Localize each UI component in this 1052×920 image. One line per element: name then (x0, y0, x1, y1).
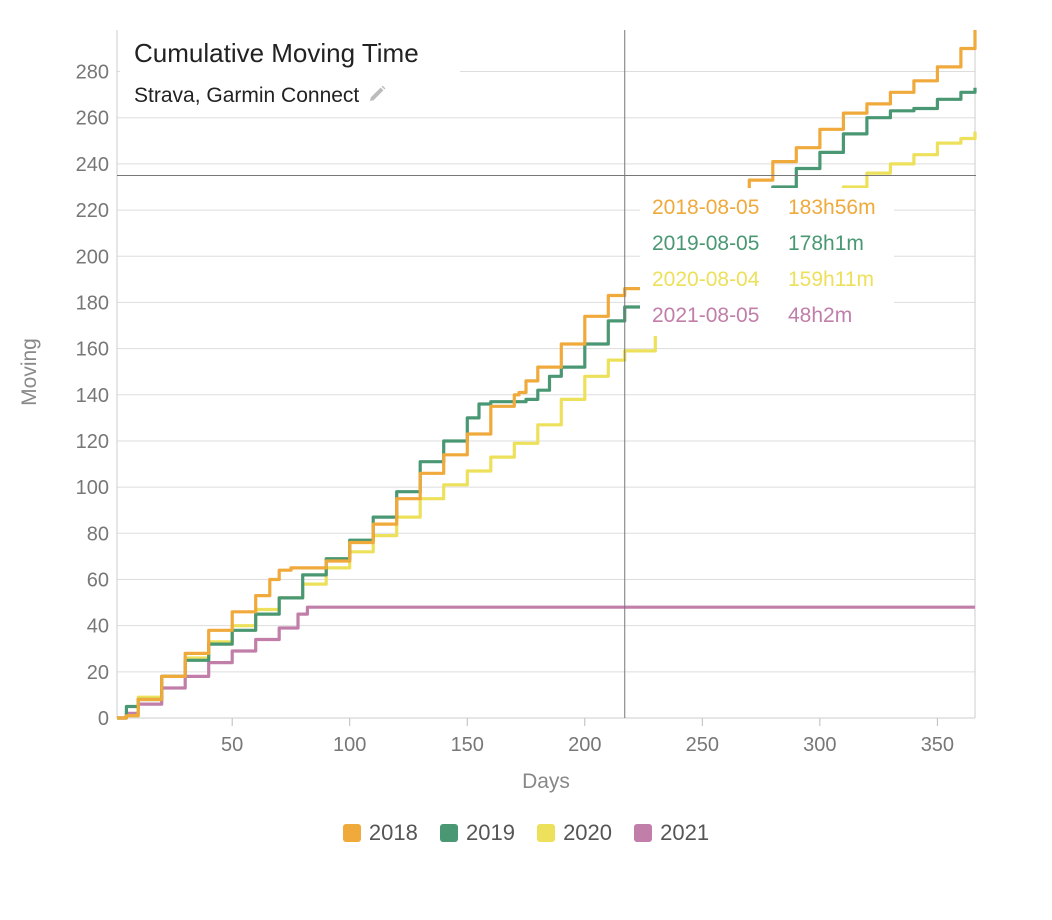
chart-subtitle: Strava, Garmin Connect (134, 84, 387, 110)
x-tick-label: 300 (803, 734, 836, 756)
legend-swatch (439, 824, 458, 842)
tooltip-row-2019: 2019-08-05 178h1m (652, 232, 864, 256)
legend-item-2020[interactable]: 2020 (537, 820, 612, 846)
tooltip-value: 183h56m (788, 196, 876, 219)
y-tick-label: 40 (87, 616, 109, 638)
y-axis-title: Moving (18, 338, 41, 406)
tooltip-row-2021: 2021-08-05 48h2m (652, 304, 852, 328)
legend-item-2019[interactable]: 2019 (439, 820, 515, 846)
y-tick-labels: 0 20 40 60 80 100 120 140 160 180 200 220 240 260 280 (76, 62, 109, 730)
x-tick-label: 150 (451, 734, 484, 756)
tooltip-date: 2021-08-05 (652, 304, 760, 327)
y-tick-label: 260 (76, 108, 109, 130)
y-tick-label: 200 (76, 246, 109, 268)
legend-label: 2021 (660, 820, 710, 845)
series-line-2021 (117, 605, 975, 720)
legend-item-2021[interactable]: 2021 (634, 820, 709, 846)
legend-swatch (342, 824, 361, 842)
tooltip-row-2020: 2020-08-04 159h11m (652, 268, 874, 292)
crosshair (117, 30, 976, 718)
y-tick-label: 240 (76, 154, 109, 176)
tooltip-value: 48h2m (788, 304, 853, 327)
tooltip-value: 178h1m (788, 232, 864, 255)
y-tick-label: 220 (76, 200, 109, 222)
legend-label: 2020 (563, 820, 613, 845)
chart-title: Cumulative Moving Time (134, 38, 419, 68)
legend: 2018 2019 2020 2021 (0, 820, 1052, 850)
x-tick-label: 200 (568, 734, 601, 756)
grid-lines (117, 71, 975, 726)
y-tick-label: 160 (76, 339, 109, 361)
series-line-2018 (117, 30, 977, 720)
y-tick-label: 60 (87, 569, 109, 591)
x-tick-label: 100 (333, 734, 366, 756)
x-tick-label: 50 (221, 734, 243, 756)
plot-border (116, 30, 976, 719)
series-lines (117, 30, 977, 720)
tooltip-date: 2018-08-05 (652, 196, 760, 219)
x-tick-label: 250 (686, 734, 719, 756)
series-line-2019 (117, 87, 977, 720)
legend-swatch (537, 824, 556, 842)
chart-subtitle-text: Strava, Garmin Connect (134, 84, 360, 107)
legend-label: 2018 (368, 820, 418, 845)
tooltip-date: 2019-08-05 (652, 232, 760, 255)
title-box (120, 30, 460, 116)
tooltip-row-2018: 2018-08-05 183h56m (652, 196, 876, 220)
y-tick-label: 20 (87, 662, 109, 684)
tooltip (640, 188, 894, 336)
y-tick-label: 80 (87, 523, 109, 545)
y-tick-label: 0 (98, 708, 109, 730)
x-axis-title: Days (522, 770, 570, 793)
y-tick-label: 180 (76, 292, 109, 314)
x-tick-label: 350 (921, 734, 954, 756)
x-tick-labels: 50 100 150 200 250 300 350 (221, 734, 954, 756)
legend-label: 2019 (465, 820, 515, 845)
legend-swatch (634, 824, 653, 842)
legend-item-2018[interactable]: 2018 (342, 820, 418, 846)
pencil-icon[interactable] (367, 84, 387, 110)
y-tick-label: 140 (76, 385, 109, 407)
y-tick-label: 280 (76, 62, 109, 84)
y-tick-label: 120 (76, 431, 109, 453)
y-tick-label: 100 (76, 477, 109, 499)
tooltip-date: 2020-08-04 (652, 268, 760, 291)
tooltip-value: 159h11m (788, 268, 875, 291)
